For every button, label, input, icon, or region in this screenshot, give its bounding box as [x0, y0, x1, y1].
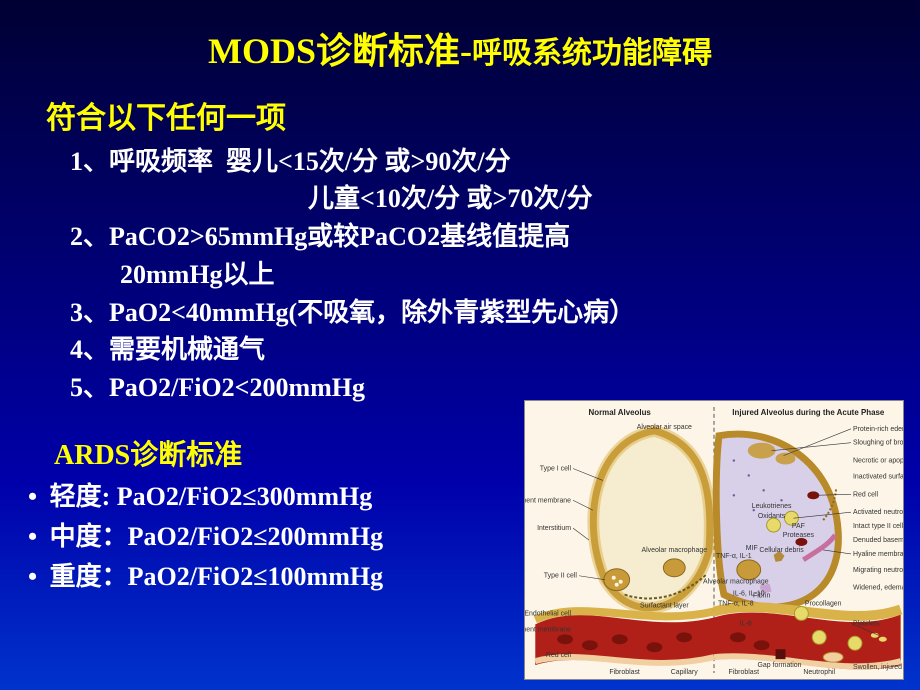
lbl-il8: IL-8 — [740, 620, 752, 627]
lbl-debris: Cellular debris — [759, 547, 804, 554]
lbl-cap: Capillary — [671, 669, 699, 676]
lbl-prot: Proteases — [783, 532, 815, 539]
title-sub: 呼吸系统功能障碍 — [472, 37, 712, 70]
lbl-t2r: Intact type II cell — [853, 523, 903, 530]
lbl-t2: Type II cell — [544, 573, 578, 580]
lbl-hyaline: Hyaline membrane — [853, 551, 903, 558]
lbl-procoll: Procollagen — [805, 601, 842, 608]
lbl-fibro-l: Fibroblast — [609, 669, 640, 676]
lbl-leuko: Leukotrienes — [752, 503, 792, 510]
diagram-right-head: Injured Alveolus during the Acute Phase — [732, 408, 885, 417]
lbl-edema: Protein-rich edema fluid — [853, 426, 903, 433]
criterion-2a: 2、PaCO2>65mmHg或较PaCO2基线值提高 — [70, 218, 920, 256]
lbl-gap: Gap formation — [758, 662, 802, 669]
lbl-tnf8: TNF-α, IL-8 — [718, 601, 754, 608]
lbl-platelet: Platelets — [853, 620, 880, 627]
lbl-endo: Endothelial cell — [525, 610, 571, 617]
lbl-air: Alveolar air space — [637, 424, 692, 431]
criterion-2b: 20mmHg以上 — [120, 256, 920, 294]
slide-title: MODS诊断标准-呼吸系统功能障碍 — [0, 0, 920, 75]
lbl-fibro-r: Fibroblast — [729, 669, 760, 676]
lbl-mif: MIF — [746, 545, 758, 552]
alveolus-diagram: Normal Alveolus Injured Alveolus during … — [524, 400, 904, 680]
title-main: MODS诊断标准- — [208, 31, 472, 71]
lbl-necro: Necrotic or apoptotic type I cell — [853, 458, 903, 465]
lbl-neut: Neutrophil — [803, 669, 835, 676]
lbl-t1: Type I cell — [540, 466, 572, 473]
lbl-macro2: Alveolar macrophage — [703, 579, 769, 586]
lbl-migneut: Migrating neutrophil — [853, 567, 903, 574]
lbl-rbc: Red cell — [546, 652, 572, 659]
lbl-denude: Denuded basement membrane — [853, 537, 903, 544]
criteria-list: 1、呼吸频率 婴儿<15次/分 或>90次/分 儿童<10次/分 或>70次/分… — [70, 143, 920, 407]
criterion-4: 4、需要机械通气 — [70, 331, 920, 369]
lbl-widei: Widened, edematous interstitium — [853, 585, 903, 592]
lbl-il610: IL-6, IL-10 — [733, 591, 765, 598]
lbl-endobm: Endothelial basement membrane — [525, 626, 571, 633]
criterion-3: 3、PaO2<40mmHg(不吸氧，除外青紫型先心病） — [70, 294, 920, 332]
lbl-inter: Interstitium — [537, 525, 571, 532]
criterion-1a: 1、呼吸频率 婴儿<15次/分 或>90次/分 — [70, 143, 920, 181]
lbl-inact: Inactivated surfactant — [853, 473, 903, 480]
lbl-slough: Sloughing of bronchial epithelium — [853, 440, 903, 447]
lbl-tnfa1: TNF-α, IL-1 — [716, 553, 752, 560]
diagram-left-head: Normal Alveolus — [589, 408, 652, 417]
lbl-macro: Alveolar macrophage — [642, 547, 708, 554]
lbl-aneut: Activated neutrophil — [853, 509, 903, 516]
lbl-paf: PAF — [792, 523, 805, 530]
lbl-rbc2: Red cell — [853, 491, 879, 498]
criterion-1b: 儿童<10次/分 或>70次/分 — [308, 180, 920, 218]
lbl-ebm: Epithelial basement membrane — [525, 497, 571, 504]
lbl-swollen: Swollen, injured endothelial cells — [853, 664, 903, 671]
section-head: 符合以下任何一项 — [46, 93, 920, 137]
lbl-oxid: Oxidants — [758, 513, 786, 520]
lbl-surf: Surfactant layer — [640, 603, 689, 610]
